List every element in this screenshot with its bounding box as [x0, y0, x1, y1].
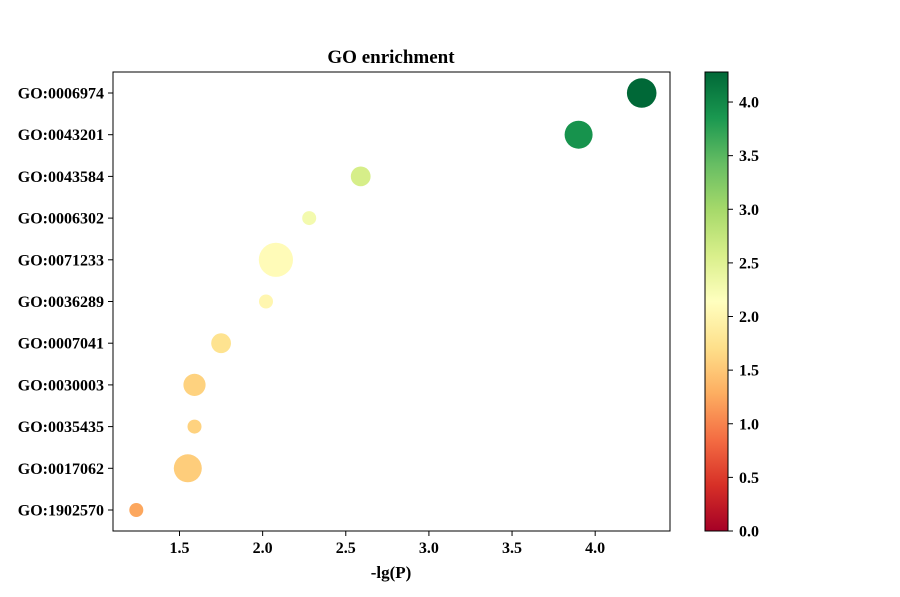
y-axis: GO:1902570 GO:0017062 GO:0035435 GO:0030003…	[18, 86, 113, 520]
data-point	[350, 166, 371, 187]
x-axis: 1.5 2.0 2.5 3.0 3.5 4.0	[170, 531, 605, 557]
data-point	[211, 333, 232, 354]
x-tick-label: 2.0	[253, 540, 273, 557]
colorbar-tick-label: 1.5	[739, 363, 759, 380]
data-point	[187, 419, 202, 434]
x-tick-label: 3.0	[419, 540, 439, 557]
data-point	[129, 503, 144, 517]
data-point	[183, 373, 206, 396]
colorbar-tick-label: 0.0	[739, 524, 759, 541]
y-tick-label: GO:0006974	[18, 86, 104, 103]
x-tick-label: 3.5	[502, 540, 522, 557]
colorbar-tick-label: 3.0	[739, 202, 759, 219]
x-tick-label: 1.5	[170, 540, 190, 557]
x-axis-label: -lg(P)	[371, 563, 412, 582]
colorbar-tick-label: 3.5	[739, 148, 759, 165]
colorbar-tick-label: 4.0	[739, 95, 759, 112]
data-point	[302, 211, 317, 226]
colorbar	[704, 71, 729, 532]
y-tick-label: GO:0071233	[18, 252, 104, 269]
y-tick-label: GO:0043201	[18, 127, 104, 144]
y-tick-label: GO:0007041	[18, 336, 104, 353]
colorbar-axis: 0.0 0.5 1.0 1.5 2.0 2.5 3.0 3.5 4.0	[728, 95, 759, 541]
data-point	[259, 294, 273, 309]
y-tick-label: GO:0030003	[18, 377, 104, 394]
data-point	[564, 120, 593, 149]
y-tick-label: GO:0017062	[18, 461, 104, 478]
colorbar-tick-label: 0.5	[739, 470, 759, 487]
points-layer	[129, 78, 657, 517]
colorbar-tick-label: 1.0	[739, 416, 759, 433]
y-tick-label: GO:0036289	[18, 294, 104, 311]
data-point	[173, 454, 202, 483]
y-tick-label: GO:0043584	[18, 169, 104, 186]
colorbar-tick-label: 2.5	[739, 255, 759, 272]
colorbar-tick-label: 2.0	[739, 309, 759, 326]
y-tick-label: GO:1902570	[18, 503, 104, 520]
y-tick-label: GO:0006302	[18, 211, 104, 228]
data-point	[258, 242, 293, 277]
chart-title: GO enrichment	[327, 47, 455, 68]
x-tick-label: 4.0	[585, 540, 605, 557]
x-tick-label: 2.5	[336, 540, 356, 557]
data-point	[626, 78, 657, 108]
y-tick-label: GO:0035435	[18, 419, 104, 436]
